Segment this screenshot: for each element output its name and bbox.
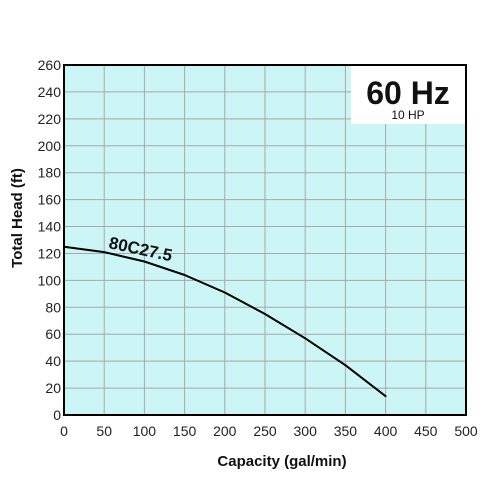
y-axis-title: Total Head (ft) xyxy=(9,168,26,268)
x-tick-label: 350 xyxy=(334,423,358,439)
x-tick-label: 0 xyxy=(60,423,68,439)
power-label: 10 HP xyxy=(391,108,424,122)
y-tick-label: 140 xyxy=(38,219,62,235)
frequency-label: 60 Hz xyxy=(366,75,450,111)
y-tick-label: 100 xyxy=(38,272,62,288)
y-tick-label: 240 xyxy=(38,84,62,100)
y-tick-label: 40 xyxy=(45,353,61,369)
y-tick-label: 120 xyxy=(38,245,62,261)
y-tick-labels: 0 20 40 60 80 100 120 140 160 180 200 220 240 260 xyxy=(38,57,62,423)
y-tick-label: 0 xyxy=(53,407,61,423)
y-tick-label: 80 xyxy=(45,299,61,315)
y-tick-label: 220 xyxy=(38,111,62,127)
y-tick-label: 200 xyxy=(38,138,62,154)
x-tick-label: 250 xyxy=(253,423,277,439)
x-tick-label: 450 xyxy=(414,423,438,439)
x-axis-title: Capacity (gal/min) xyxy=(217,453,346,470)
x-tick-label: 150 xyxy=(173,423,197,439)
y-tick-label: 60 xyxy=(45,326,61,342)
x-tick-labels: 0 50 100 150 200 250 300 350 400 450 500 xyxy=(60,423,478,439)
rating-badge-background xyxy=(351,66,465,124)
plot-border xyxy=(63,64,467,416)
series-line xyxy=(63,245,387,398)
x-tick-label: 300 xyxy=(294,423,318,439)
x-tick-label: 50 xyxy=(96,423,112,439)
y-tick-label: 260 xyxy=(38,57,62,73)
y-tick-label: 180 xyxy=(38,165,62,181)
x-tick-label: 400 xyxy=(374,423,398,439)
y-tick-label: 20 xyxy=(45,380,61,396)
x-tick-label: 500 xyxy=(454,423,478,439)
x-tick-label: 200 xyxy=(213,423,237,439)
x-tick-label: 100 xyxy=(133,423,157,439)
y-tick-label: 160 xyxy=(38,192,62,208)
